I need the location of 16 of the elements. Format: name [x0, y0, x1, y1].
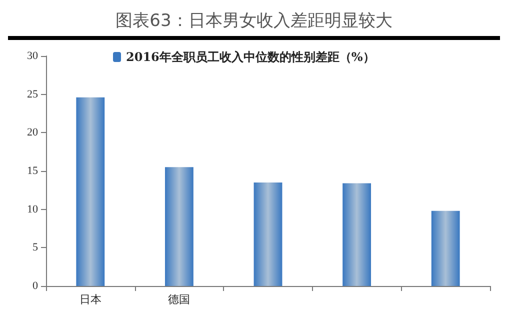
chart-title: 图表63：日本男女收入差距明显较大 — [114, 10, 394, 33]
y-tick-label: 0 — [32, 280, 38, 292]
x-tick-label: 德国 — [168, 293, 190, 306]
x-tick-label: 日本 — [79, 293, 102, 306]
y-tick-label: 20 — [27, 126, 38, 139]
y-tick-label: 10 — [27, 203, 38, 216]
bar — [76, 97, 105, 286]
y-tick-label: 15 — [27, 165, 38, 177]
y-tick-label: 30 — [27, 50, 38, 62]
bar — [431, 210, 460, 286]
bar — [342, 183, 372, 286]
bar — [254, 182, 282, 286]
y-tick-label: 5 — [32, 242, 38, 254]
y-tick-label: 25 — [27, 88, 38, 100]
legend-label: 2016年全职员工收入中位数的性别差距（%） — [126, 50, 375, 64]
bar — [164, 167, 194, 286]
